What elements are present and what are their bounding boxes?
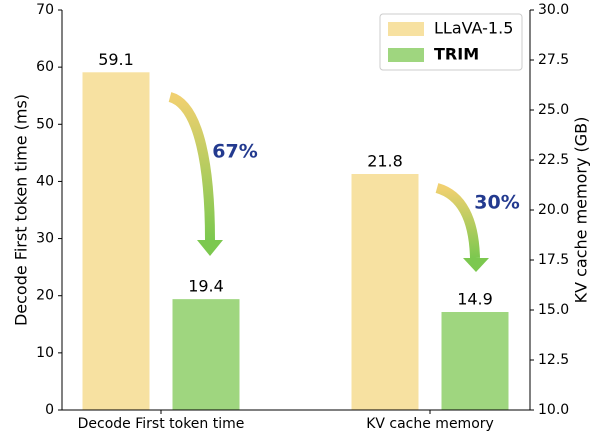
- legend-label: TRIM: [434, 45, 479, 64]
- y2-tick-label: 10.0: [538, 402, 569, 418]
- legend-label: LLaVA-1.5: [434, 19, 513, 38]
- x-tick-label: Decode First token time: [78, 416, 245, 432]
- bar: [351, 174, 419, 410]
- y2-tick-label: 15.0: [538, 302, 569, 318]
- annotation: 67%: [212, 141, 257, 163]
- y-tick-label: 70: [36, 2, 54, 18]
- y2-tick-label: 30.0: [538, 2, 569, 18]
- y2-axis-label: KV cache memory (GB): [572, 117, 591, 304]
- legend-swatch: [388, 48, 424, 62]
- y-tick-label: 60: [36, 59, 54, 75]
- arrow: [168, 92, 215, 241]
- y2-tick-label: 25.0: [538, 102, 569, 118]
- x-tick-label: KV cache memory: [366, 416, 494, 432]
- bar: [172, 299, 240, 410]
- value-label: 21.8: [367, 152, 403, 171]
- y-tick-label: 50: [36, 116, 54, 132]
- y-tick-label: 0: [45, 402, 54, 418]
- arrow-head: [463, 258, 489, 272]
- y2-tick-label: 12.5: [538, 352, 569, 368]
- annotation: 30%: [474, 192, 519, 214]
- y2-tick-label: 17.5: [538, 252, 569, 268]
- bar: [82, 72, 150, 411]
- y2-tick-label: 22.5: [538, 152, 569, 168]
- value-label: 19.4: [188, 277, 224, 296]
- y-axis-label: Decode First token time (ms): [12, 94, 31, 326]
- arrow-head: [197, 240, 223, 256]
- y2-tick-label: 27.5: [538, 52, 569, 68]
- y-tick-label: 30: [36, 231, 54, 247]
- y-tick-label: 20: [36, 288, 54, 304]
- bar: [441, 312, 509, 410]
- legend-swatch: [388, 22, 424, 36]
- y-tick-label: 40: [36, 173, 54, 189]
- y2-tick-label: 20.0: [538, 202, 569, 218]
- value-label: 59.1: [98, 50, 134, 69]
- value-label: 14.9: [457, 290, 493, 309]
- arrow: [435, 183, 480, 259]
- y-tick-label: 10: [36, 345, 54, 361]
